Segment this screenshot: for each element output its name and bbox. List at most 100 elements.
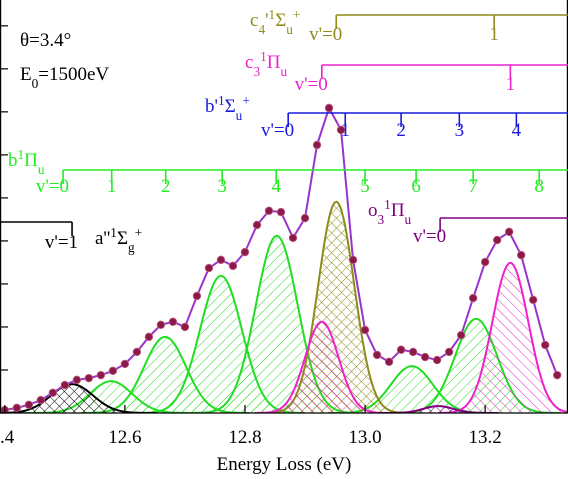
data-point [396, 345, 406, 354]
progression-label-part: + [293, 7, 301, 22]
progression-label-part: u [286, 22, 293, 37]
data-point [48, 388, 58, 397]
component-area [392, 318, 561, 413]
data-point [528, 295, 538, 305]
progression-label-part: b' [205, 96, 218, 117]
progression-label-part: 1 [269, 7, 276, 22]
data-point [252, 220, 262, 230]
x-tick-label: 13.0 [348, 427, 381, 448]
progression-label-part: + [242, 93, 250, 108]
annotation-part: θ=3.4° [20, 30, 71, 51]
data-point [432, 355, 442, 365]
data-point [36, 395, 46, 405]
data-point [216, 255, 226, 265]
progression-label-part: u [280, 64, 287, 79]
data-point [108, 366, 118, 376]
data-point [468, 293, 478, 303]
component-area [264, 201, 409, 413]
annotation-part: E [20, 64, 32, 85]
data-point [132, 347, 142, 357]
data-point [552, 370, 562, 380]
level-label: v'=0 [295, 74, 328, 95]
level-label: 1 [340, 120, 350, 141]
data-point [300, 213, 310, 223]
x-tick-label: .4 [0, 427, 15, 448]
data-point [444, 347, 454, 357]
level-label: 2 [396, 120, 406, 141]
progression-label: c4'1Σu+ [250, 7, 300, 37]
progression-label-part: 3 [378, 212, 385, 227]
level-label: 3 [455, 120, 465, 141]
progression-label-part: c [245, 52, 253, 73]
level-label: v'=0 [309, 24, 342, 45]
data-point [84, 373, 94, 383]
data-point [312, 140, 322, 150]
progression-label: o31Πu [368, 197, 412, 227]
progression-label-part: + [135, 225, 143, 240]
data-point [372, 350, 382, 360]
progression-label: a''1Σg+ [95, 225, 142, 255]
data-point [516, 250, 526, 260]
annotation-part: 0 [32, 76, 39, 91]
progression-label-part: Π [391, 200, 405, 221]
data-point [12, 403, 22, 413]
level-label: v'=0 [261, 120, 294, 141]
progression-label-part: 1 [18, 147, 25, 162]
data-point [360, 325, 370, 335]
level-label: 4 [512, 120, 522, 141]
component-area [192, 235, 361, 413]
data-point [492, 235, 502, 245]
level-label: 4 [271, 176, 281, 197]
data-point [336, 125, 346, 135]
data-point [420, 352, 430, 362]
component-curve [438, 261, 568, 413]
data-point [540, 340, 550, 350]
level-label: 1 [506, 74, 516, 95]
progression-label-part: Π [24, 150, 38, 171]
component-area [327, 366, 496, 413]
progression-label: c31Πu [245, 49, 287, 79]
data-point [24, 400, 34, 410]
data-point [228, 261, 238, 271]
data-point [168, 317, 178, 326]
annotation-part: =1500eV [38, 64, 109, 85]
component-area [254, 321, 390, 413]
progression-label: b'1Σu+ [205, 93, 250, 123]
data-point [156, 320, 166, 330]
progression-label-part: Π [267, 52, 281, 73]
data-point [180, 322, 190, 332]
progression-label-part: g [128, 240, 135, 255]
data-point [480, 257, 490, 267]
data-point [324, 103, 334, 113]
level-label: 2 [161, 176, 171, 197]
data-point [120, 359, 130, 369]
data-point [192, 291, 202, 301]
level-label: 5 [360, 176, 370, 197]
annotation: θ=3.4° [20, 30, 71, 51]
level-label: 8 [534, 176, 544, 197]
level-label: v'=1 [45, 232, 78, 253]
progression-label-part: Σ [225, 96, 236, 117]
data-point [276, 207, 286, 217]
progression-label-part: a'' [95, 228, 110, 249]
component-area [81, 336, 250, 413]
annotation: E0=1500eV [20, 64, 109, 91]
data-point [456, 330, 466, 340]
component-area [438, 262, 568, 413]
x-tick-label: 12.8 [228, 427, 261, 448]
progression-label-part: c [250, 10, 258, 31]
component-curve [0, 383, 157, 413]
progression-label-part: u [236, 108, 243, 123]
level-label: 6 [411, 176, 421, 197]
progression-label-part: ' [265, 10, 268, 31]
data-point [96, 370, 106, 380]
level-label: v'=0 [36, 176, 69, 197]
level-label: 1 [489, 24, 499, 45]
data-point [504, 227, 514, 237]
data-point [72, 375, 82, 385]
data-point [384, 357, 394, 367]
plot-area [0, 103, 568, 413]
progression-label: b1Πu [8, 147, 45, 177]
progression-label-part: 4 [258, 22, 265, 37]
